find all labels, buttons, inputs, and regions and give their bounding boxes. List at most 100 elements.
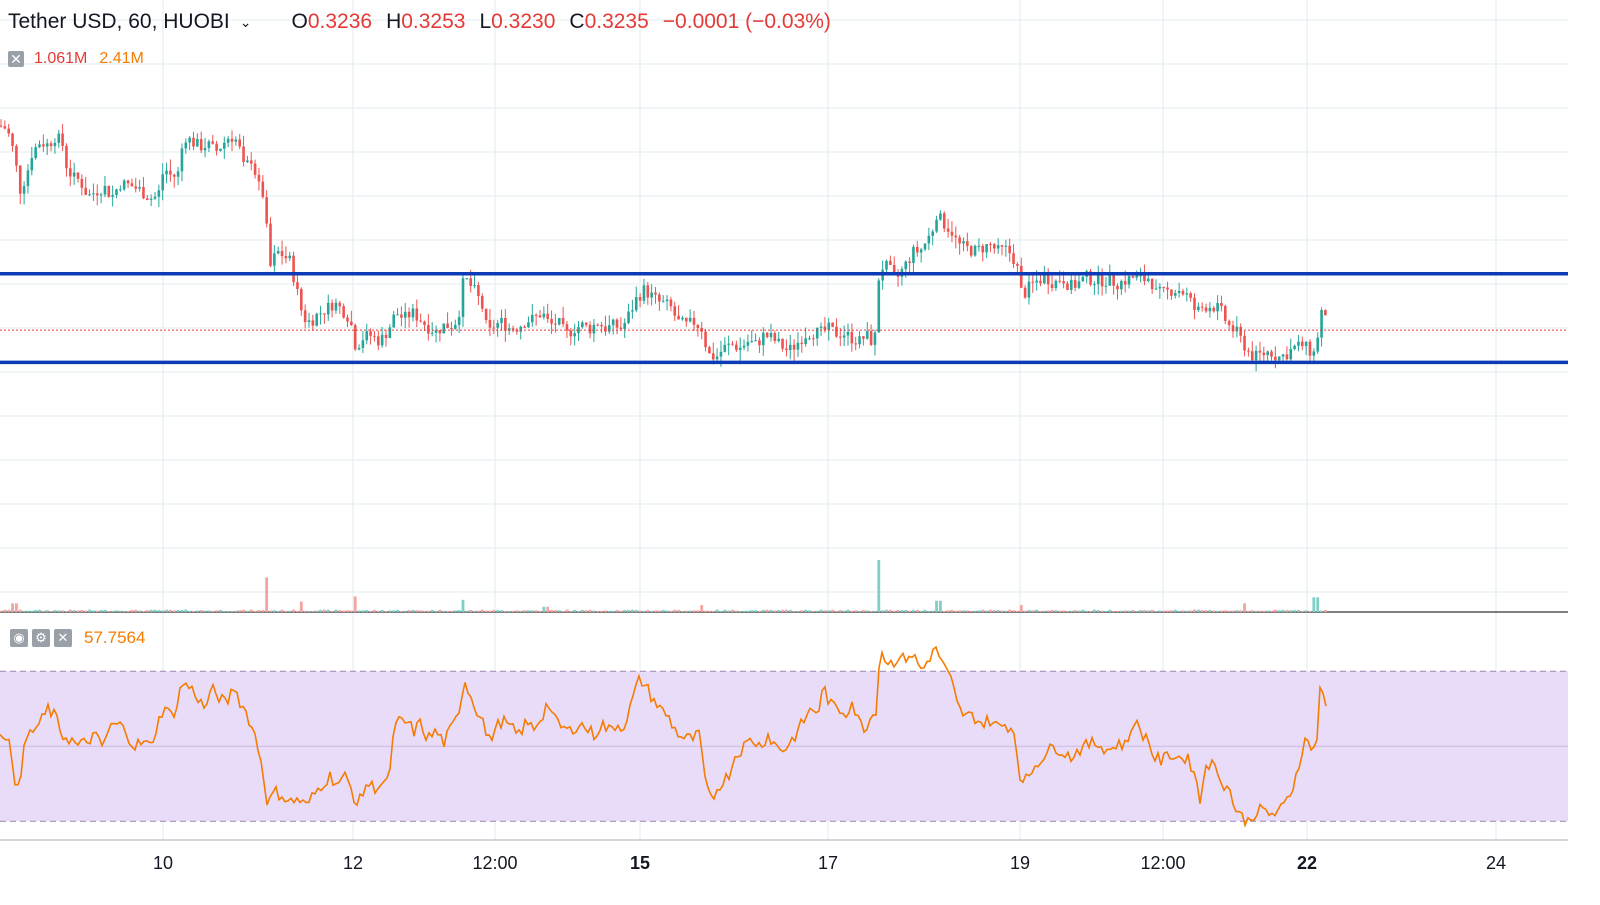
volume-bar xyxy=(650,610,654,612)
volume-bar xyxy=(704,610,707,612)
candle-body xyxy=(1135,275,1139,278)
candle-body xyxy=(1031,281,1035,283)
rsi-series xyxy=(0,645,1327,828)
x-tick-label: 12 xyxy=(343,853,363,873)
volume-bar xyxy=(1073,610,1077,612)
candle-body xyxy=(854,343,857,345)
volume-value: 1.061M xyxy=(34,50,88,67)
time-axis[interactable]: 10 12 12:00 15 17 19 12:00 22 24 xyxy=(153,853,1506,873)
volume-bar xyxy=(1177,610,1181,612)
volume-bar xyxy=(226,611,230,612)
candle-body xyxy=(815,327,819,339)
candle-body xyxy=(380,334,384,346)
volume-bar xyxy=(319,609,322,612)
volume-bar xyxy=(215,610,218,612)
volume-bar xyxy=(149,609,153,612)
volume-bar xyxy=(411,609,415,612)
volume-bar xyxy=(1173,609,1177,612)
candle-body xyxy=(904,261,908,270)
candle-body xyxy=(885,260,888,270)
volume-bar xyxy=(222,610,226,612)
volume-bar xyxy=(434,610,438,612)
volume-bar xyxy=(627,609,630,612)
candle-body xyxy=(338,302,342,307)
candle-body xyxy=(831,322,834,327)
candle-body xyxy=(773,333,777,342)
candle-body xyxy=(253,163,257,175)
candle-body xyxy=(334,302,338,311)
volume-bar xyxy=(1277,610,1281,612)
volume-bar xyxy=(303,610,307,612)
volume-bar xyxy=(900,610,904,612)
candle-body xyxy=(561,317,565,325)
volume-bar xyxy=(838,610,842,612)
candle-body xyxy=(76,172,80,179)
candle-body xyxy=(53,142,57,147)
volume-bar xyxy=(939,600,942,612)
volume-bar xyxy=(311,611,315,612)
candle-body xyxy=(1027,281,1031,298)
volume-bar xyxy=(731,609,734,612)
volume-bar xyxy=(242,609,245,612)
volume-bar xyxy=(1239,610,1243,612)
candle-body xyxy=(827,322,831,330)
candle-body xyxy=(88,194,91,196)
candle-body xyxy=(249,160,253,164)
symbol-title[interactable]: Tether USD, 60, HUOBI xyxy=(8,10,230,33)
volume-bar xyxy=(661,609,665,612)
volume-bar xyxy=(862,609,865,612)
candle-body xyxy=(300,288,303,311)
volume-bar xyxy=(742,610,746,612)
volume-bar xyxy=(92,610,95,612)
candle-body xyxy=(523,326,526,328)
volume-bar xyxy=(654,610,657,612)
x-tick-label: 17 xyxy=(818,853,838,873)
volume-bar xyxy=(161,610,165,612)
candle-body xyxy=(419,320,422,322)
volume-bar xyxy=(1208,609,1212,612)
volume-bar xyxy=(269,610,272,612)
candle-body xyxy=(11,133,14,146)
volume-bar xyxy=(488,610,492,612)
volume-bar xyxy=(234,610,238,612)
volume-bar xyxy=(754,610,757,612)
symbol-legend[interactable]: Tether USD, 60, HUOBI ⌄ O 0.3236 H 0.3253 … xyxy=(8,10,831,34)
close-icon[interactable]: ✕ xyxy=(8,51,24,67)
volume-bar xyxy=(969,611,973,612)
x-tick-label: 12:00 xyxy=(472,853,517,873)
volume-bar xyxy=(796,611,800,612)
volume-bar xyxy=(465,610,469,612)
volume-bar xyxy=(1185,610,1189,612)
volume-bar xyxy=(7,609,11,612)
volume-bar xyxy=(781,609,784,612)
candle-body xyxy=(769,333,773,338)
volume-bar xyxy=(423,610,426,612)
candle-body xyxy=(273,253,276,266)
chevron-down-icon[interactable]: ⌄ xyxy=(239,13,252,30)
candle-body xyxy=(1131,276,1135,278)
candle-body xyxy=(196,139,199,147)
volume-bar xyxy=(1119,610,1123,612)
volume-bar xyxy=(850,610,854,612)
candle-body xyxy=(711,353,715,360)
volume-bar xyxy=(1004,610,1008,612)
candle-body xyxy=(219,148,222,151)
gear-icon[interactable]: ⚙ xyxy=(32,629,50,647)
candle-body xyxy=(869,331,873,345)
candle-body xyxy=(357,347,361,350)
volume-bar xyxy=(57,610,61,612)
candle-body xyxy=(588,324,592,334)
eye-icon[interactable]: ◉ xyxy=(10,629,28,647)
candle-body xyxy=(454,324,457,329)
volume-bar xyxy=(307,610,311,612)
x-tick-label: 19 xyxy=(1010,853,1030,873)
volume-bar xyxy=(831,609,834,612)
horizontal-levels[interactable] xyxy=(0,272,1568,365)
candle-body xyxy=(265,197,268,224)
close-icon[interactable]: ✕ xyxy=(54,629,72,647)
volume-bar xyxy=(931,610,935,612)
volume-bar xyxy=(792,611,796,612)
volume-bar xyxy=(877,560,881,612)
